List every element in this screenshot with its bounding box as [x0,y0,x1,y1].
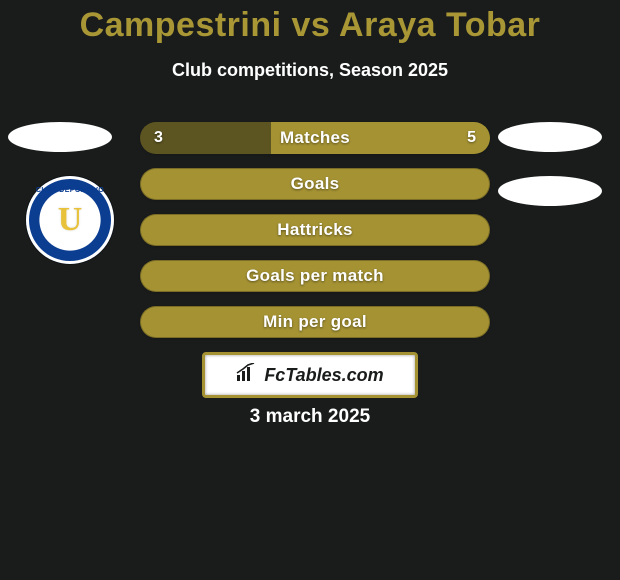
stat-bar-goals: Goals [140,168,490,200]
stat-bar-hattricks: Hattricks [140,214,490,246]
player-right-placeholder-icon [498,122,602,152]
mpg-label: Min per goal [263,312,367,332]
player-right-secondary-placeholder-icon [498,176,602,206]
club-badge-letter: U [58,201,83,239]
stat-bar-goals-per-match: Goals per match [140,260,490,292]
matches-right-value: 5 [467,122,476,154]
comparison-date: 3 march 2025 [0,406,620,428]
matches-label: Matches [280,128,350,148]
page-title: Campestrini vs Araya Tobar [0,6,620,45]
brand-box: FcTables.com [202,352,418,398]
page-subtitle: Club competitions, Season 2025 [0,60,620,81]
stat-bars: 3 Matches 5 Goals Hattricks Goals per ma… [140,122,490,352]
bar-chart-icon [236,363,258,388]
hattricks-label: Hattricks [277,220,352,240]
stat-bar-min-per-goal: Min per goal [140,306,490,338]
stat-bar-matches: 3 Matches 5 [140,122,490,154]
comparison-card: Campestrini vs Araya Tobar Club competit… [0,0,620,580]
club-badge-icon: CLUB DEPORTIVO U [26,176,114,264]
player-left-placeholder-icon [8,122,112,152]
gpm-label: Goals per match [246,266,384,286]
brand-text: FcTables.com [264,365,383,386]
matches-left-value: 3 [154,122,163,154]
goals-label: Goals [291,174,340,194]
club-badge-top-text: CLUB DEPORTIVO [33,187,107,194]
